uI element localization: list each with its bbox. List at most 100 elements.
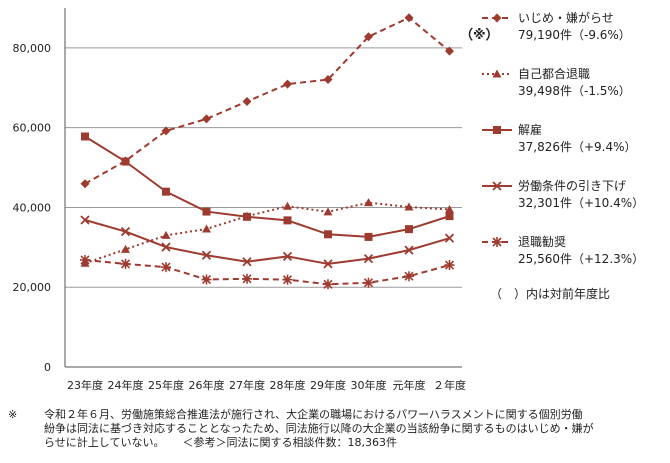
legend-label: いじめ・嫌がらせ bbox=[518, 10, 614, 25]
data-point bbox=[405, 225, 413, 234]
series-line bbox=[84, 258, 450, 286]
legend-value: 25,560件（+12.3%） bbox=[518, 252, 644, 266]
data-point bbox=[202, 207, 211, 216]
legend-item: いじめ・嫌がらせ 79,190件（-9.6%） bbox=[482, 10, 631, 42]
y-tick-label: 80,000 bbox=[13, 42, 52, 55]
annotation-note: （※） bbox=[460, 27, 499, 43]
data-point bbox=[242, 96, 252, 106]
x-tick-labels: 23年度 24年度 25年度 26年度 27年度 28年度 29年度 30年度 元年度 ２年度 bbox=[67, 378, 466, 392]
data-point bbox=[364, 232, 373, 241]
x-tick-label: 27年度 bbox=[229, 378, 265, 392]
data-point bbox=[364, 198, 373, 207]
x-tick-label: ２年度 bbox=[433, 378, 466, 392]
data-point bbox=[161, 126, 171, 136]
footnote-reference: ＜参考＞同法に関する相談件数：18,363件 bbox=[182, 436, 397, 449]
data-point bbox=[492, 13, 502, 23]
data-point bbox=[444, 233, 455, 243]
data-point bbox=[404, 245, 414, 255]
y-tick-label: 40,000 bbox=[13, 201, 52, 214]
y-tick-label: 0 bbox=[44, 361, 51, 374]
data-point bbox=[80, 179, 90, 189]
legend-item: 自己都合退職 39,498件（-1.5%） bbox=[482, 66, 631, 98]
axes bbox=[64, 8, 462, 368]
data-point bbox=[243, 212, 251, 221]
series-asterisk bbox=[80, 254, 455, 290]
data-point bbox=[201, 274, 212, 285]
data-point bbox=[363, 254, 374, 264]
data-point bbox=[323, 207, 333, 216]
data-point bbox=[323, 75, 333, 85]
y-tick-labels: 0 20,000 40,000 60,000 80,000 bbox=[13, 42, 52, 374]
series-lines bbox=[80, 13, 455, 290]
data-point bbox=[81, 132, 89, 141]
legend-label: 解雇 bbox=[518, 122, 542, 137]
data-point bbox=[493, 126, 501, 134]
y-tick-label: 20,000 bbox=[13, 281, 52, 294]
legend-value: 37,826件（+9.4%） bbox=[518, 140, 637, 154]
x-tick-label: 23年度 bbox=[67, 378, 103, 392]
data-point bbox=[120, 258, 131, 269]
data-point bbox=[323, 259, 333, 269]
data-point bbox=[80, 254, 90, 265]
data-point bbox=[283, 201, 292, 210]
data-point bbox=[444, 260, 455, 271]
data-point bbox=[282, 251, 293, 262]
x-tick-label: 25年度 bbox=[148, 378, 184, 392]
legend-item: 労働条件の引き下げ 32,301件（+10.4%） bbox=[482, 179, 644, 210]
data-point bbox=[121, 157, 130, 166]
data-point bbox=[121, 244, 130, 253]
data-point bbox=[242, 273, 252, 284]
legend-value: 32,301件（+10.4%） bbox=[518, 196, 644, 210]
data-point bbox=[404, 13, 414, 23]
data-point bbox=[363, 277, 374, 288]
data-point bbox=[80, 215, 90, 225]
data-point bbox=[161, 262, 171, 273]
data-point bbox=[445, 212, 454, 221]
data-point bbox=[445, 204, 454, 213]
legend-value: 79,190件（-9.6%） bbox=[518, 28, 631, 42]
data-point bbox=[404, 271, 414, 282]
data-point bbox=[492, 237, 502, 247]
data-point bbox=[201, 250, 212, 260]
data-point bbox=[162, 187, 170, 196]
legend-note: （ ）内は対前年度比 bbox=[490, 286, 610, 301]
data-point bbox=[283, 216, 292, 225]
footnote-mark: ※ bbox=[8, 408, 18, 421]
footnote-line-1: 令和２年６月、労働施策総合推進法が施行され、大企業の職場におけるパワーハラスメン… bbox=[44, 408, 583, 421]
data-point bbox=[492, 69, 502, 78]
x-tick-label: 元年度 bbox=[393, 378, 426, 392]
x-tick-label: 30年度 bbox=[351, 378, 387, 392]
series-triangle bbox=[80, 198, 454, 267]
data-point bbox=[364, 32, 373, 42]
legend-label: 労働条件の引き下げ bbox=[518, 179, 626, 193]
data-point bbox=[242, 257, 252, 267]
data-point bbox=[445, 46, 454, 56]
data-point bbox=[282, 274, 293, 285]
legend-item: 解雇 37,826件（+9.4%） bbox=[482, 122, 637, 154]
footnote-line-2: 紛争は同法に基づき対応することとなったため、同法施行以降の大企業の当該紛争に関す… bbox=[44, 422, 594, 435]
data-point bbox=[161, 242, 171, 252]
y-tick-label: 60,000 bbox=[13, 122, 52, 135]
legend: いじめ・嫌がらせ 79,190件（-9.6%） 自己都合退職 39,498件（-1.5… bbox=[482, 10, 644, 266]
x-tick-label: 28年度 bbox=[270, 378, 306, 392]
x-tick-label: 24年度 bbox=[108, 378, 144, 392]
data-point bbox=[404, 202, 414, 211]
x-tick-label: 26年度 bbox=[189, 378, 225, 392]
chart: 0 20,000 40,000 60,000 80,000 23年度 24年度 25年度 26… bbox=[13, 8, 644, 392]
series-diamond bbox=[80, 13, 454, 189]
series-x bbox=[80, 215, 455, 269]
legend-label: 自己都合退職 bbox=[518, 66, 590, 81]
data-point bbox=[492, 181, 502, 191]
data-point bbox=[324, 230, 332, 239]
legend-label: 退職勧奨 bbox=[518, 235, 566, 249]
legend-item: 退職勧奨 25,560件（+12.3%） bbox=[482, 235, 644, 266]
legend-value: 39,498件（-1.5%） bbox=[518, 84, 631, 98]
data-point bbox=[283, 79, 292, 89]
series-line bbox=[84, 16, 451, 185]
data-point bbox=[120, 226, 131, 237]
series-square bbox=[81, 132, 454, 241]
series-line bbox=[84, 135, 450, 238]
series-line bbox=[84, 219, 450, 265]
series-line bbox=[84, 201, 450, 265]
x-tick-label: 29年度 bbox=[310, 378, 346, 392]
